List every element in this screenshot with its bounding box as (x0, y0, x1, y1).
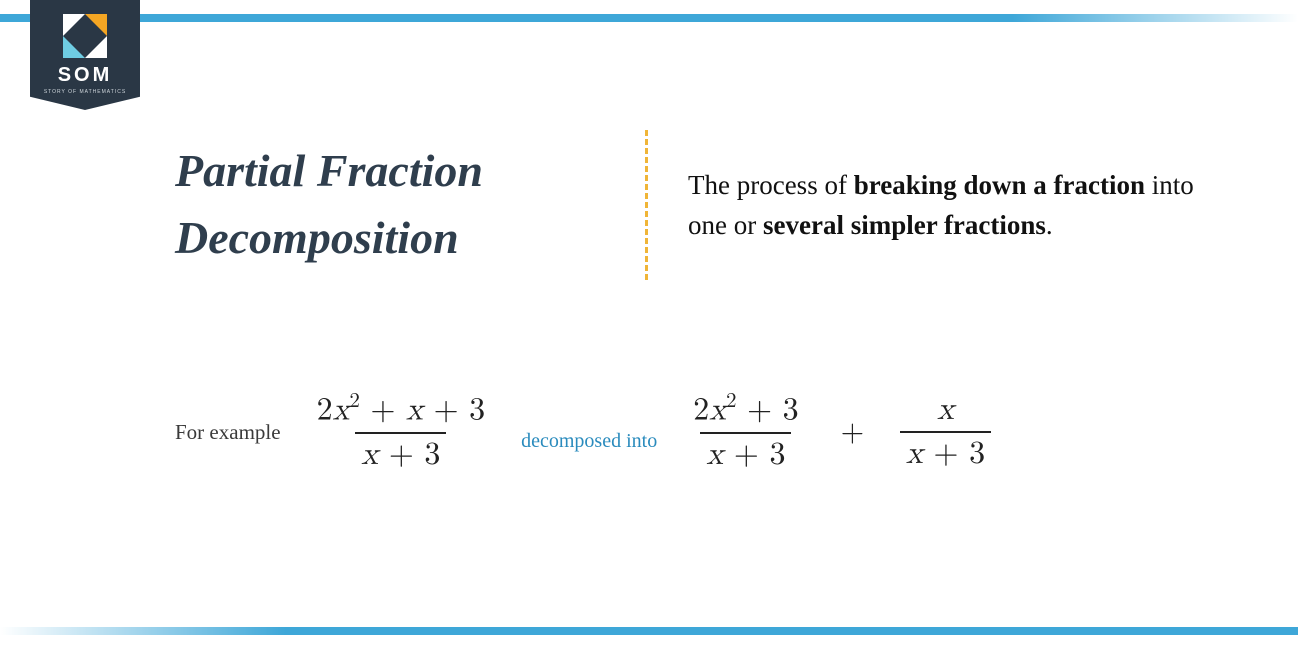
result-fraction-2: x x + 3 (900, 391, 991, 474)
brand-badge: SOM STORY OF MATHEMATICS (30, 0, 140, 110)
result1-denominator: x + 3 (700, 432, 791, 474)
bottom-accent-bar (0, 627, 1298, 635)
title-line-1: Partial Fraction (175, 145, 483, 196)
definition-post: . (1046, 210, 1053, 240)
example-row: For example 2x2 + x + 3 x + 3 decomposed… (175, 390, 1238, 474)
definition-bold-1: breaking down a fraction (854, 170, 1145, 200)
plus-operator: + (835, 414, 870, 450)
result2-numerator: x (931, 391, 960, 431)
decomposed-into-label: decomposed into (521, 412, 657, 453)
definition-pre: The process of (688, 170, 854, 200)
result-fraction-1: 2x2 + 3 x + 3 (687, 390, 804, 474)
vertical-divider (645, 130, 648, 280)
result2-denominator: x + 3 (900, 431, 991, 473)
title-line-2: Decomposition (175, 212, 459, 263)
source-numerator: 2x2 + x + 3 (311, 390, 492, 432)
source-fraction: 2x2 + x + 3 x + 3 (311, 390, 492, 474)
brand-tagline: STORY OF MATHEMATICS (30, 89, 140, 95)
definition-text: The process of breaking down a fraction … (688, 165, 1238, 246)
top-accent-bar (0, 14, 1298, 22)
source-denominator: x + 3 (355, 432, 446, 474)
header-row: Partial Fraction Decomposition The proce… (175, 130, 1238, 280)
example-label: For example (175, 420, 281, 445)
result1-numerator: 2x2 + 3 (687, 390, 804, 432)
page-title: Partial Fraction Decomposition (175, 138, 615, 271)
brand-logo-icon (63, 14, 107, 58)
definition-bold-2: several simpler fractions (763, 210, 1046, 240)
brand-name: SOM (30, 64, 140, 87)
